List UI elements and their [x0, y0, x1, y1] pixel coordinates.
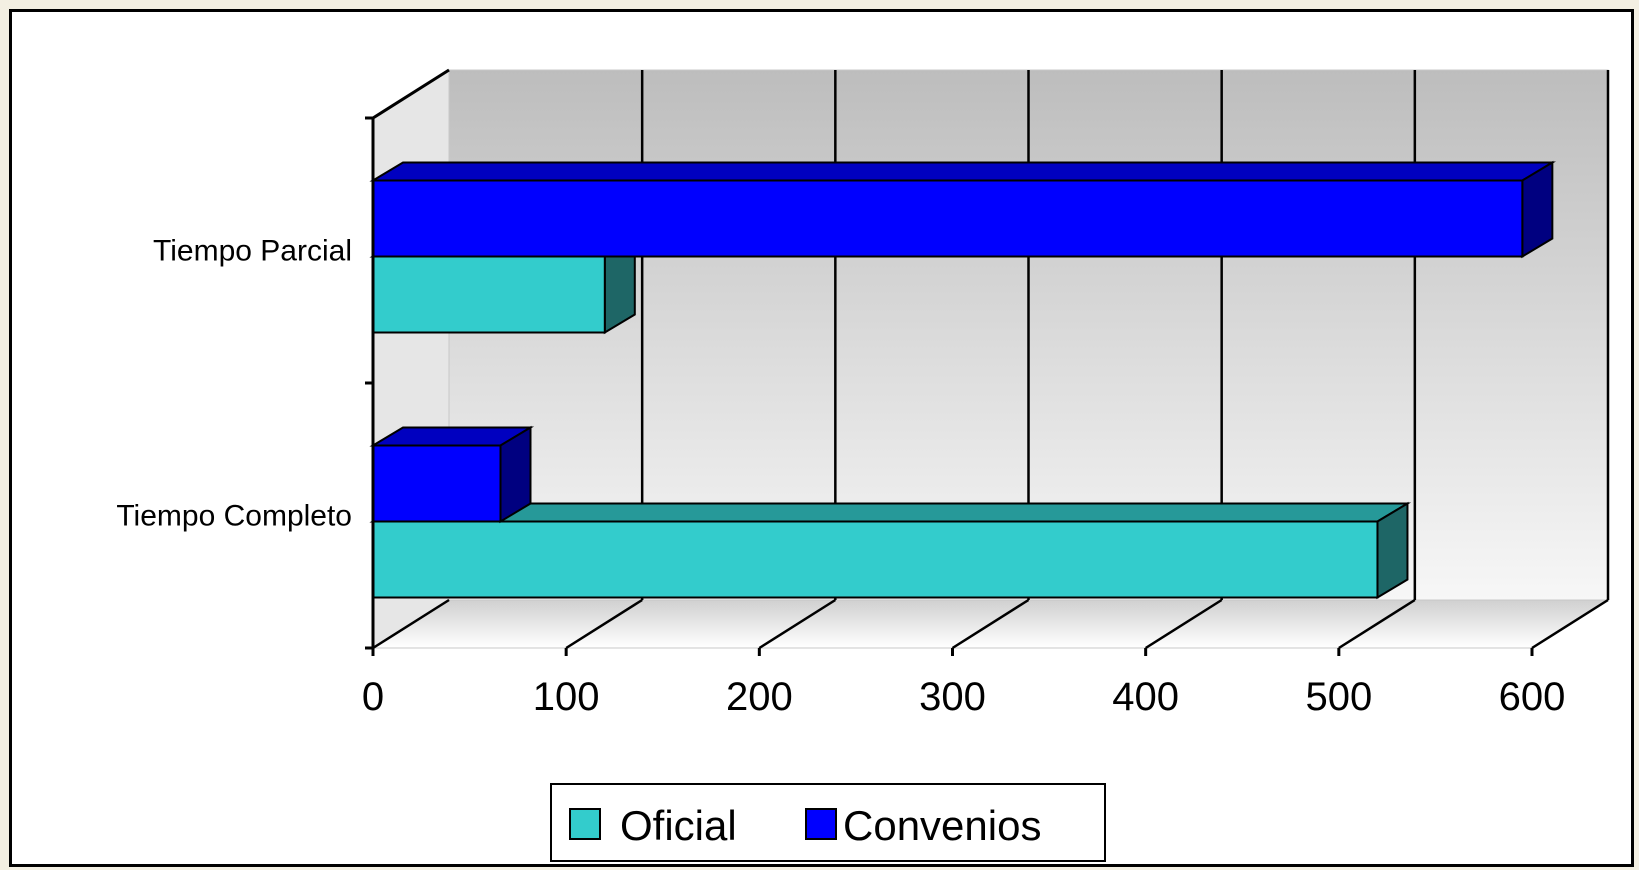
category-label: Tiempo Parcial: [153, 235, 352, 268]
bar-oficial: [372, 520, 1379, 599]
floor-gridline: [565, 598, 643, 650]
floor-gridline: [1531, 598, 1609, 650]
bar-convenios: [372, 444, 502, 523]
bar-oficial: [372, 255, 606, 334]
value-axis: 0 100 200 300 400 500 600: [362, 68, 1566, 719]
legend-label-oficial: Oficial: [620, 802, 737, 849]
bar-oficial-top: [369, 502, 1412, 523]
legend-swatch-convenios: [805, 808, 837, 840]
x-tick-label: 200: [726, 675, 793, 719]
x-tick-label: 0: [362, 675, 384, 719]
legend-label-convenios: Convenios: [843, 802, 1041, 849]
floor-gridline: [951, 598, 1030, 650]
x-tick-label: 400: [1112, 675, 1179, 719]
floor-gridline: [758, 598, 837, 650]
legend: Oficial Convenios: [550, 783, 1106, 862]
floor-gridline: [372, 598, 450, 650]
category-label: Tiempo Completo: [116, 500, 352, 533]
x-tick-label: 600: [1499, 675, 1566, 719]
x-tick-label: 500: [1305, 675, 1372, 719]
floor-gridline: [1144, 598, 1223, 650]
bar-convenios-top: [369, 161, 1556, 182]
bar-convenios: [372, 179, 1524, 258]
bars: [369, 160, 1556, 600]
x-tick-label: 300: [919, 675, 986, 719]
legend-swatch-oficial: [569, 808, 601, 840]
category-axis: Tiempo Parcial Tiempo Completo: [116, 235, 352, 533]
x-tick-label: 100: [533, 675, 600, 719]
floor-gridline: [1338, 598, 1416, 650]
axis-depth-line: [372, 68, 450, 120]
